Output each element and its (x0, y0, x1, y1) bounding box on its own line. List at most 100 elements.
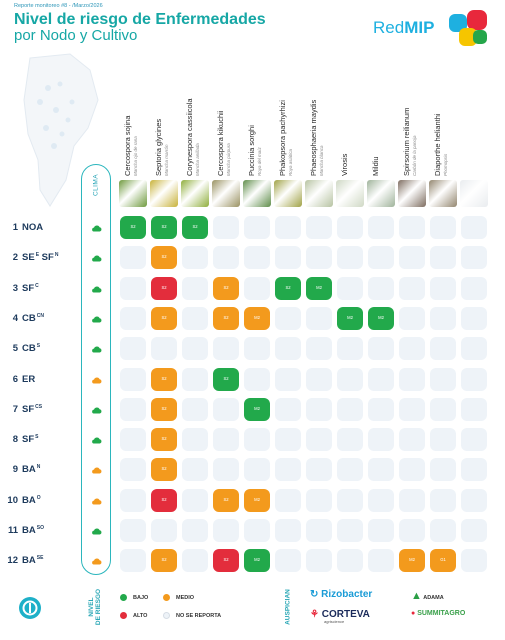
risk-cell (306, 428, 332, 452)
cloud-icon (92, 558, 102, 565)
cloud-icon (92, 346, 102, 353)
column-header-1: Cercospora sojina Mancha ojo de rana (123, 68, 138, 176)
report-note: Reporte monitoreo #8 - /Marzo/2026 (14, 3, 103, 9)
risk-cell (182, 367, 208, 391)
stage-label: M2 (254, 557, 260, 563)
disease-photo-8 (336, 180, 364, 207)
risk-cell: S2 (213, 549, 239, 573)
risk-cell (368, 276, 394, 300)
node-number: 1 (12, 222, 18, 233)
risk-cell (213, 397, 239, 421)
risk-cell (461, 216, 487, 239)
clima-column (81, 164, 111, 575)
risk-cell (368, 337, 394, 361)
stage-label: S2 (223, 284, 229, 290)
risk-cell: M2 (244, 488, 270, 512)
disease-common-name: Roya del maíz (256, 147, 262, 176)
risk-cell (337, 458, 363, 482)
risk-cell: S2 (151, 306, 177, 330)
disease-photo-10 (398, 180, 426, 207)
node-suffix: N (36, 464, 41, 471)
risk-cell (275, 549, 301, 573)
stage-label: S2 (161, 314, 167, 320)
node-suffix: O (36, 494, 41, 501)
node-label-9: 9 BAN (6, 464, 41, 476)
risk-cell (182, 458, 208, 482)
risk-cell: S2 (275, 276, 301, 300)
risk-cell: S2 (213, 488, 239, 512)
brand-bold: MIP (404, 18, 435, 37)
legend-no-reporta: NO SE REPORTA (163, 612, 221, 619)
risk-cell (461, 246, 487, 270)
node-label-10: 10 BAO (6, 494, 41, 506)
risk-cell (399, 216, 425, 239)
stage-label: S2 (161, 284, 167, 290)
cloud-icon (92, 255, 102, 262)
risk-cell (368, 488, 394, 512)
node-name: SE (22, 252, 35, 264)
risk-cell (337, 397, 363, 421)
risk-cell (244, 276, 270, 300)
risk-cell (275, 246, 301, 270)
legend-title: NIVEL DE RIESGO (86, 583, 106, 635)
disease-common-name: Roya asiática (287, 148, 293, 176)
node-name: BA (22, 464, 36, 476)
risk-cell: S2 (151, 428, 177, 452)
risk-cell (306, 216, 332, 239)
risk-cell (399, 428, 425, 452)
risk-cell (244, 519, 270, 542)
node-label-2: 2 SEE SFN (6, 252, 59, 264)
node-suffix: SO (36, 525, 44, 531)
risk-cell (182, 428, 208, 452)
risk-cell (306, 306, 332, 330)
legend-no-reporta-label: NO SE REPORTA (176, 612, 222, 619)
disease-common-name: Mancha blanca (318, 145, 324, 176)
node-suffix: C (35, 282, 39, 289)
stage-label: S2 (223, 496, 229, 502)
risk-cell (430, 367, 456, 391)
risk-cell (399, 519, 425, 542)
disease-name: Septoria glycines (154, 118, 163, 176)
sponsors-title: AUSPICIAN (284, 589, 292, 625)
risk-cell (244, 216, 270, 239)
risk-cell (244, 458, 270, 482)
cloud-icon (92, 376, 102, 383)
column-header-5: Puccinia sorghi Roya del maíz (247, 68, 262, 176)
risk-cell (182, 337, 208, 361)
risk-cell (213, 458, 239, 482)
node-name: CB (22, 312, 36, 324)
disease-common-name: Phomopsis (442, 153, 448, 176)
risk-cell: S2 (151, 246, 177, 270)
column-header-11: Diaporthe helianthi Phomopsis (433, 68, 448, 176)
risk-cell: M2 (244, 397, 270, 421)
risk-cell: S2 (213, 276, 239, 300)
column-header-10: Spirsorium reilianum Carbón de la panoja (402, 68, 417, 176)
stage-label: M2 (254, 496, 260, 502)
stage-label: M2 (316, 284, 322, 290)
stage-label: S2 (192, 224, 198, 229)
node-number: 5 (12, 343, 18, 355)
node-suffix: S (36, 343, 41, 350)
node-name-2: SF (39, 252, 54, 264)
risk-cell (430, 397, 456, 421)
risk-cell (430, 519, 456, 542)
disease-common-name: Mancha ojo de rana (132, 136, 138, 176)
legend-alto-label: ALTO (133, 612, 148, 619)
node-number: 8 (12, 434, 18, 446)
risk-cell (368, 367, 394, 391)
risk-cell (275, 519, 301, 542)
page-title: Nivel de riesgo de Enfermedades (14, 11, 266, 28)
risk-cell (337, 216, 363, 239)
risk-cell: S2 (151, 276, 177, 300)
risk-cell (275, 458, 301, 482)
risk-cell (399, 488, 425, 512)
risk-cell (182, 488, 208, 512)
column-header-12 (465, 68, 479, 176)
risk-cell (244, 246, 270, 270)
disease-common-name: Mancha marrón (163, 144, 169, 176)
legend-bajo-swatch (120, 594, 127, 601)
risk-cell (461, 549, 487, 573)
stage-label: S2 (161, 496, 167, 502)
stage-label: S2 (223, 375, 229, 381)
sponsor-adama: ▲ ADAMA (411, 590, 444, 602)
